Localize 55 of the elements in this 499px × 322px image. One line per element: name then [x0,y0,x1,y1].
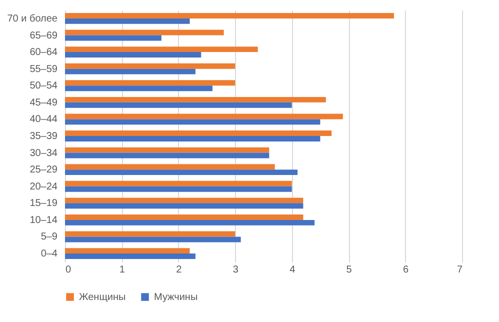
y-tick-label: 60–64 [30,47,58,58]
bar [65,13,394,18]
bar [65,147,270,153]
bar [65,220,315,226]
bar [65,186,292,192]
bar [65,52,202,58]
y-tick-label: 40–44 [30,114,58,126]
x-tick-label: 3 [232,264,239,276]
y-tick-label: 45–49 [30,97,58,108]
bar [65,136,320,142]
bar [65,231,236,237]
bar [65,30,224,36]
bar [65,119,320,125]
bar [65,203,304,209]
bar [65,130,332,136]
x-tick-label: 6 [403,264,410,276]
y-tick-label: 50–54 [30,80,58,92]
y-tick-label: 30–34 [30,148,58,159]
x-tick-label: 1 [119,264,126,276]
bar [65,170,298,176]
bar [65,254,196,259]
x-tick-label: 7 [456,264,463,276]
y-tick-label: 65–69 [30,30,58,42]
y-tick-label: 10–14 [30,214,58,226]
y-tick-label: 55–59 [30,64,58,75]
y-tick-label: 0–4 [40,248,58,260]
bar [65,214,304,220]
bar [65,248,190,254]
bar [65,236,241,242]
x-tick-label: 5 [346,264,352,276]
x-tick-label: 4 [290,264,296,276]
x-tick-label: 2 [176,264,182,276]
legend-label: Мужчины [154,292,198,303]
legend-label: Женщины [79,292,126,303]
y-tick-label: 20–24 [30,181,58,192]
bar [65,80,236,86]
bar [65,114,343,120]
x-tick-label: 0 [66,264,72,276]
bar [65,68,196,74]
bar [65,46,258,52]
bar [65,18,190,24]
bar [65,96,326,102]
y-tick-label: 15–19 [30,198,58,210]
bar [65,35,162,41]
bar [65,152,270,158]
bar [65,86,212,92]
bar [65,63,236,69]
y-tick-label: 70 и более [7,13,58,24]
y-tick-label: 35–39 [30,131,58,142]
bar [65,164,275,170]
y-tick-label: 25–29 [30,164,58,176]
y-tick-label: 5–9 [40,232,58,243]
bar [65,180,292,186]
bar [65,198,304,204]
bar [65,102,292,108]
